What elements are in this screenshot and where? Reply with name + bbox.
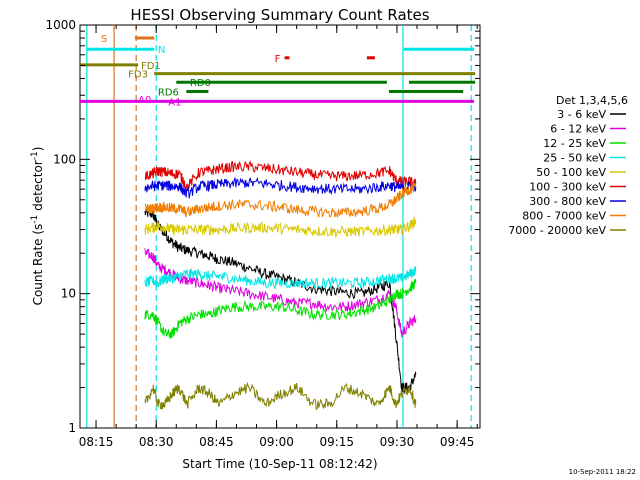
legend-entry-label-6: 300 - 800 keV xyxy=(529,195,606,208)
x-tick-label-3: 09:00 xyxy=(259,435,294,449)
footer-date: 10-Sep-2011 18:22 xyxy=(569,468,636,476)
y-tick-label-0: 1 xyxy=(68,421,76,435)
flag-bars: SNFFD1FD3RD0RD6A0A1 xyxy=(80,34,476,108)
legend-title: Det 1,3,4,5,6 xyxy=(556,94,628,107)
series-lines xyxy=(144,160,417,410)
legend-entry-label-5: 100 - 300 keV xyxy=(529,181,606,194)
y-tick-label-3: 1000 xyxy=(45,18,76,32)
series-line-2 xyxy=(144,278,417,340)
flag-fd1-label: FD1 xyxy=(141,61,161,72)
plot-border xyxy=(79,24,481,429)
series-line-6 xyxy=(144,176,417,199)
y-axis-ticks: 1 10 100 1000 xyxy=(45,18,480,435)
series-line-8 xyxy=(144,381,417,410)
legend-entry-label-0: 3 - 6 keV xyxy=(557,108,606,121)
flag-a1-label: A1 xyxy=(168,97,181,108)
flag-fd3-label: FD3 xyxy=(128,70,148,81)
flag-rd0-label: RD0 xyxy=(190,78,211,89)
x-tick-label-0: 08:15 xyxy=(79,435,114,449)
series-line-5 xyxy=(144,160,417,192)
x-axis-label: Start Time (10-Sep-11 08:12:42) xyxy=(182,457,377,471)
legend-entry-label-8: 7000 - 20000 keV xyxy=(508,224,606,237)
legend-entry-label-2: 12 - 25 keV xyxy=(543,137,606,150)
flag-n-label: N xyxy=(158,45,165,56)
x-tick-label-1: 08:30 xyxy=(139,435,174,449)
legend-entry-label-1: 6 - 12 keV xyxy=(550,123,606,136)
plot-area xyxy=(79,24,481,429)
y-tick-label-1: 10 xyxy=(61,287,76,301)
flag-rd6-label: RD6 xyxy=(158,87,179,98)
x-axis-ticks: 08:15 08:30 08:45 09:00 09:15 09:30 09:45 xyxy=(79,25,478,449)
x-tick-label-2: 08:45 xyxy=(199,435,234,449)
series-line-4 xyxy=(144,216,417,238)
legend-entry-label-7: 800 - 7000 keV xyxy=(522,210,606,223)
vertical-marker-lines xyxy=(86,25,472,428)
flag-s-label: S xyxy=(101,34,107,45)
legend-entry-label-4: 50 - 100 keV xyxy=(536,166,606,179)
x-tick-label-4: 09:15 xyxy=(319,435,354,449)
x-tick-label-5: 09:30 xyxy=(380,435,415,449)
x-tick-label-6: 09:45 xyxy=(440,435,475,449)
series-line-0 xyxy=(144,207,417,395)
y-axis-label: Count Rate (s-1 detector-1) xyxy=(30,147,45,306)
legend-entry-label-3: 25 - 50 keV xyxy=(543,152,606,165)
chart-title: HESSI Observing Summary Count Rates xyxy=(130,6,429,24)
y-tick-label-2: 100 xyxy=(53,152,76,166)
series-line-3 xyxy=(144,266,417,290)
series-line-7 xyxy=(144,182,417,218)
flag-f-label: F xyxy=(275,54,281,65)
